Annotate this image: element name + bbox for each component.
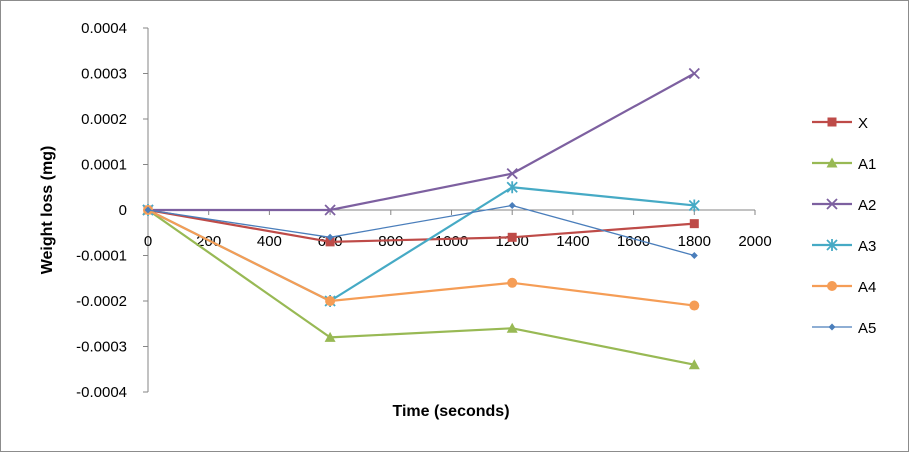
- series-line: [147, 208, 695, 243]
- y-axis-title: Weight loss (mg): [39, 146, 56, 275]
- legend-label: A1: [858, 156, 876, 173]
- legend-item: A3: [812, 238, 876, 255]
- x-axis-ticks: 0200400600800100012001400160018002000: [144, 210, 772, 250]
- series-a5: [144, 201, 698, 259]
- y-tick-label: 0.0002: [81, 111, 127, 128]
- series-x: [143, 205, 699, 247]
- data-point: [324, 204, 336, 216]
- data-point: [688, 67, 700, 80]
- legend-marker: [828, 323, 836, 331]
- series-layer: [142, 67, 700, 370]
- series-line: [147, 209, 695, 366]
- data-point: [506, 167, 518, 180]
- data-point: [325, 296, 336, 306]
- x-tick-label: 2000: [738, 233, 771, 250]
- y-tick-label: -0.0004: [76, 384, 127, 401]
- y-tick-label: 0.0001: [81, 157, 127, 174]
- legend-item: A4: [812, 279, 876, 296]
- y-tick-label: 0: [119, 202, 127, 219]
- data-point: [507, 232, 517, 242]
- x-tick-label: 1800: [678, 233, 711, 250]
- legend-item: A5: [812, 320, 876, 337]
- y-tick-label: 0.0003: [81, 66, 127, 83]
- legend-label: A2: [858, 197, 876, 214]
- legend-marker: [826, 157, 838, 168]
- x-tick-label: 800: [378, 233, 403, 250]
- series-line: [147, 209, 695, 307]
- legend-label: A4: [858, 279, 876, 296]
- legend-item: A1: [812, 156, 876, 173]
- data-point: [688, 199, 700, 212]
- data-point: [506, 181, 518, 194]
- data-point: [144, 206, 152, 214]
- legend: X A1 A2 A3 A4 A5: [812, 115, 876, 337]
- y-axis-ticks: 0.0004 0.0003 0.0002 0.0001 0 -0.0001 -0.0002 -…: [76, 20, 148, 401]
- x-axis-title: Time (seconds): [392, 403, 509, 420]
- data-point: [689, 219, 699, 229]
- data-point: [689, 300, 700, 311]
- data-point: [326, 233, 334, 241]
- series-line: [147, 186, 695, 303]
- data-point: [507, 277, 518, 288]
- y-tick-label: -0.0002: [76, 293, 127, 310]
- x-tick-label: 1600: [617, 233, 650, 250]
- series-a3: [142, 181, 700, 307]
- data-point: [688, 359, 700, 370]
- legend-label: X: [858, 115, 868, 132]
- legend-label: A3: [858, 238, 876, 255]
- x-tick-label: 400: [257, 233, 282, 250]
- y-tick-label: -0.0001: [76, 248, 127, 265]
- data-point: [690, 252, 698, 259]
- data-point: [325, 237, 335, 247]
- legend-item: A2: [812, 197, 876, 214]
- series-line: [147, 204, 695, 257]
- legend-marker: [827, 281, 837, 291]
- x-tick-label: 1400: [556, 233, 589, 250]
- x-tick-label: 1000: [435, 233, 468, 250]
- y-tick-label: 0.0004: [81, 20, 127, 37]
- legend-marker: [827, 117, 837, 127]
- series-a2: [142, 67, 700, 216]
- legend-item: X: [812, 115, 868, 132]
- x-tick-label: 0: [144, 233, 152, 250]
- data-point: [506, 322, 518, 333]
- data-point: [324, 331, 336, 342]
- data-point: [508, 201, 516, 209]
- legend-label: A5: [858, 320, 876, 337]
- series-line: [148, 72, 695, 212]
- series-a4: [143, 205, 700, 311]
- y-tick-label: -0.0003: [76, 339, 127, 356]
- legend-marker: [826, 239, 838, 251]
- legend-marker: [826, 198, 838, 210]
